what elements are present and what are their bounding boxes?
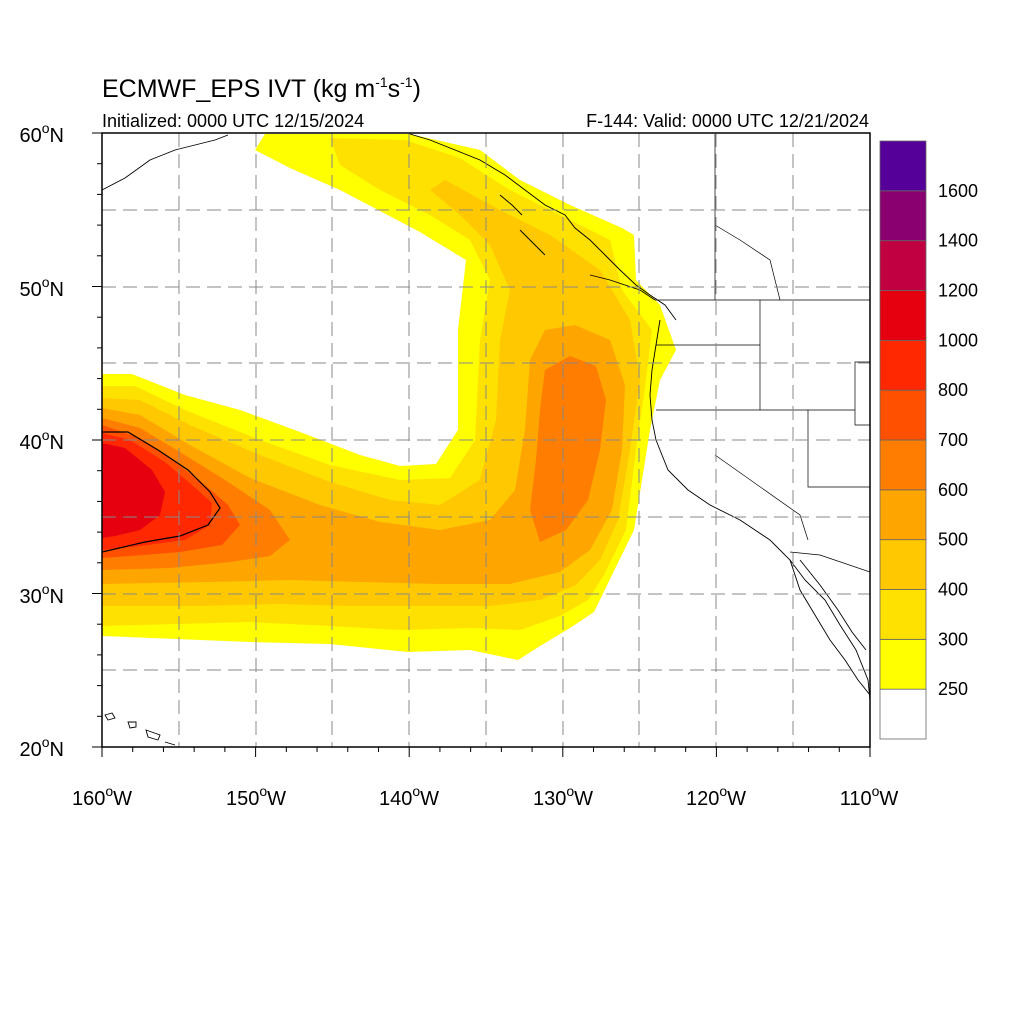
lat-label: 20oN	[20, 734, 65, 761]
ivt-field	[102, 134, 676, 660]
colorbar-label: 400	[938, 580, 968, 600]
ivt-contour-1000	[102, 431, 221, 553]
axis-ticks	[92, 132, 871, 757]
colorbar-swatch	[879, 339, 927, 391]
coastlines	[102, 133, 870, 746]
ivt-band-1000	[102, 443, 165, 538]
lat-label: 60oN	[20, 120, 65, 147]
baja-california	[789, 559, 870, 696]
lon-label: 150oW	[226, 783, 286, 810]
alaska-panhandle-coast	[409, 133, 677, 321]
lat-label: 30oN	[20, 581, 65, 608]
lon-label: 130oW	[533, 783, 593, 810]
colorbar-label: 1400	[938, 231, 978, 251]
subtitle-initialized: Initialized: 0000 UTC 12/15/2024	[102, 111, 364, 131]
colorbar-label: 300	[938, 629, 968, 649]
longitude-labels: 160oW 150oW 140oW 130oW 120oW 110oW	[72, 783, 898, 810]
state-borders	[655, 134, 870, 541]
colorbar: 250 300 400 500 600 700 800 1000 1200 1400 1600	[879, 140, 978, 740]
figure-title: ECMWF_EPS IVT (kg m-1s-1)	[102, 74, 421, 103]
colorbar-swatch	[879, 290, 927, 341]
mexico-border	[789, 551, 870, 573]
lon-label: 110oW	[840, 783, 899, 810]
lon-label: 120oW	[686, 783, 746, 810]
colorbar-label: 250	[938, 679, 968, 699]
colorbar-swatch	[879, 140, 927, 192]
colorbar-label: 1600	[938, 181, 978, 201]
gulf-of-california	[799, 559, 867, 651]
hawaii-islands	[104, 712, 176, 746]
colorbar-label: 1000	[938, 330, 978, 350]
colorbar-swatch	[879, 688, 927, 740]
colorbar-swatch	[879, 190, 927, 242]
colorbar-label: 500	[938, 530, 968, 550]
colorbar-swatch	[879, 439, 927, 491]
lon-label: 140oW	[379, 783, 439, 810]
colorbar-swatch	[879, 638, 927, 690]
colorbar-label: 800	[938, 380, 968, 400]
lon-label: 160oW	[72, 783, 132, 810]
us-west-coast	[649, 319, 870, 701]
colorbar-label: 700	[938, 430, 968, 450]
colorbar-swatch	[879, 539, 927, 590]
alaska-coast	[102, 134, 229, 191]
colorbar-swatch	[879, 589, 927, 640]
colorbar-swatch	[879, 389, 927, 441]
latitude-labels: 60oN 50oN 40oN 30oN 20oN	[20, 120, 65, 761]
bc-coast-islands	[499, 194, 656, 301]
colorbar-swatch	[879, 489, 927, 541]
map-area	[102, 133, 870, 747]
lat-lon-grid	[102, 133, 870, 747]
subtitle-valid: F-144: Valid: 0000 UTC 12/21/2024	[586, 111, 869, 131]
colorbar-label: 1200	[938, 281, 978, 301]
colorbar-swatch	[879, 240, 927, 291]
lat-label: 40oN	[20, 427, 65, 454]
lat-label: 50oN	[20, 274, 65, 301]
colorbar-label: 600	[938, 480, 968, 500]
